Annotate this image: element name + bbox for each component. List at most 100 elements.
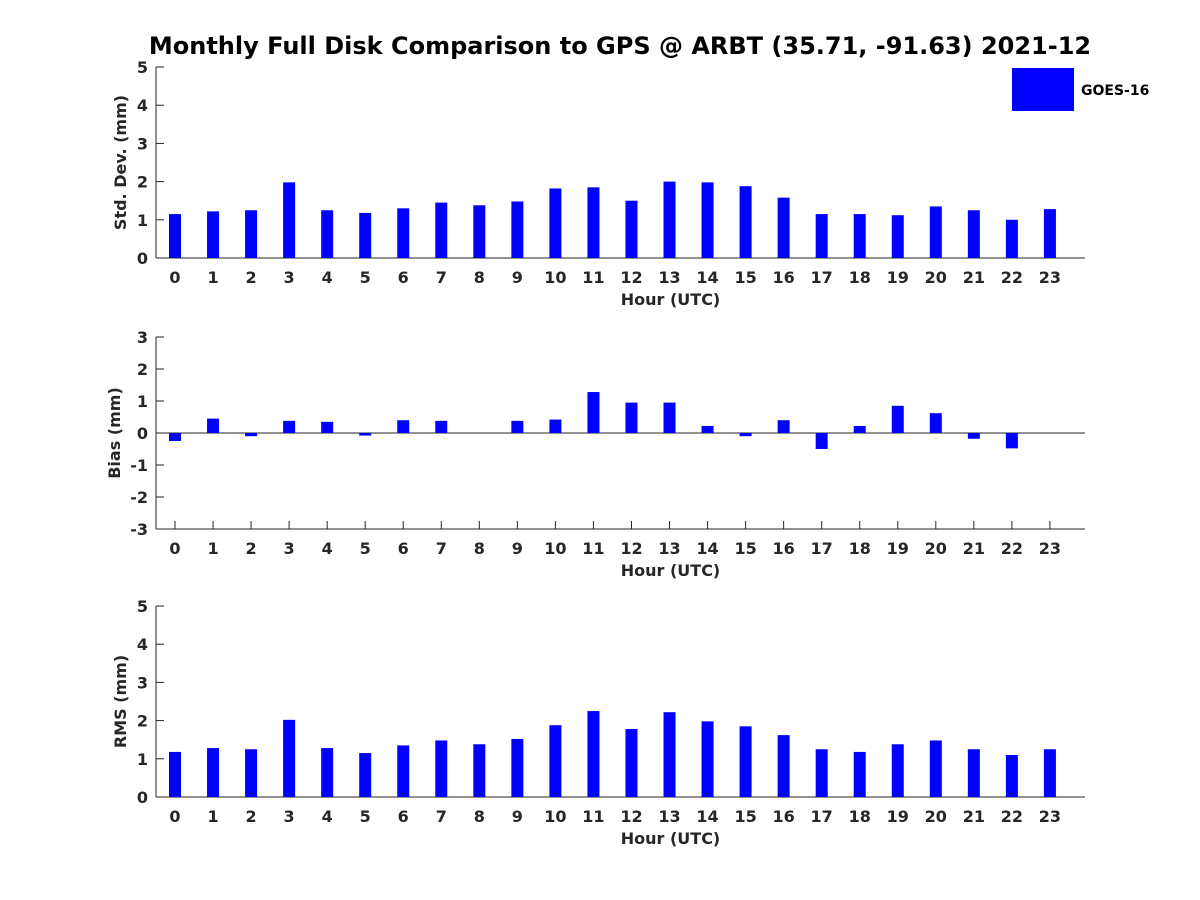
- x-tick-label: 11: [582, 268, 604, 287]
- bar: [169, 214, 181, 258]
- bar: [701, 425, 714, 433]
- x-tick-label: 12: [620, 807, 642, 826]
- bar: [663, 181, 676, 258]
- x-tick-label: 2: [246, 807, 257, 826]
- x-tick-label: 0: [169, 539, 180, 558]
- y-tick-label: 2: [137, 173, 148, 192]
- y-tick-label: -1: [130, 456, 148, 475]
- x-tick-label: 7: [436, 268, 447, 287]
- x-tick-label: 19: [887, 539, 909, 558]
- bar: [815, 433, 828, 449]
- x-tick-label: 9: [512, 539, 523, 558]
- x-tick-label: 6: [398, 539, 409, 558]
- bar: [891, 215, 904, 258]
- bar: [1005, 754, 1018, 797]
- bar: [929, 740, 942, 797]
- bar: [207, 748, 220, 797]
- bar: [207, 418, 220, 433]
- y-tick-label: -3: [130, 520, 148, 539]
- x-tick-label: 16: [773, 539, 795, 558]
- y-tick-label: -2: [130, 488, 148, 507]
- x-tick-label: 23: [1039, 268, 1061, 287]
- x-tick-label: 13: [658, 539, 680, 558]
- bar: [891, 405, 904, 433]
- y-tick-label: 3: [137, 134, 148, 153]
- y-tick-label: 0: [137, 424, 148, 443]
- bar: [511, 738, 524, 797]
- chart-title: Monthly Full Disk Comparison to GPS @ AR…: [149, 32, 1091, 60]
- x-tick-label: 2: [246, 268, 257, 287]
- bar: [397, 208, 410, 258]
- x-tick-label: 23: [1039, 539, 1061, 558]
- y-tick-label: 5: [137, 58, 148, 77]
- bar: [549, 188, 562, 258]
- bar: [701, 721, 714, 797]
- bar: [1005, 219, 1018, 258]
- x-tick-label: 22: [1001, 268, 1023, 287]
- bar: [967, 433, 980, 439]
- x-tick-label: 10: [544, 268, 566, 287]
- bar: [321, 421, 334, 433]
- x-tick-label: 11: [582, 539, 604, 558]
- x-tick-label: 12: [620, 268, 642, 287]
- bar: [511, 201, 524, 258]
- bar: [283, 420, 296, 433]
- bar: [549, 419, 562, 433]
- bar: [207, 211, 220, 258]
- x-tick-label: 19: [887, 807, 909, 826]
- x-tick-label: 17: [811, 268, 833, 287]
- x-axis-label: Hour (UTC): [621, 829, 721, 848]
- x-tick-label: 1: [207, 539, 218, 558]
- x-tick-label: 21: [963, 539, 985, 558]
- bar: [169, 751, 181, 797]
- x-tick-label: 22: [1001, 539, 1023, 558]
- x-tick-label: 15: [734, 807, 756, 826]
- x-tick-label: 10: [544, 807, 566, 826]
- bar: [929, 206, 942, 258]
- bar: [853, 214, 866, 258]
- x-tick-label: 8: [474, 539, 485, 558]
- x-axis-label: Hour (UTC): [621, 561, 721, 580]
- bar: [1043, 209, 1056, 258]
- x-tick-label: 3: [284, 268, 295, 287]
- x-tick-label: 18: [849, 807, 871, 826]
- x-tick-label: 20: [925, 539, 947, 558]
- bar: [739, 186, 752, 258]
- x-tick-label: 3: [284, 539, 295, 558]
- bar: [283, 182, 296, 258]
- x-tick-label: 13: [658, 807, 680, 826]
- bar: [245, 749, 258, 797]
- bar: [1005, 433, 1018, 449]
- x-axis-label: Hour (UTC): [621, 290, 721, 309]
- x-tick-label: 8: [474, 807, 485, 826]
- x-tick-label: 2: [246, 539, 257, 558]
- x-tick-label: 17: [811, 539, 833, 558]
- bar: [435, 202, 448, 258]
- bar: [853, 751, 866, 797]
- bar: [777, 735, 790, 797]
- bar: [587, 392, 600, 433]
- bar: [815, 749, 828, 797]
- y-axis-label: Bias (mm): [105, 387, 124, 479]
- y-tick-label: 1: [137, 211, 148, 230]
- y-tick-label: 2: [137, 712, 148, 731]
- x-tick-label: 23: [1039, 807, 1061, 826]
- x-tick-label: 16: [773, 807, 795, 826]
- bar: [435, 420, 448, 433]
- bar: [359, 753, 372, 797]
- y-tick-label: 4: [137, 635, 148, 654]
- bar: [473, 744, 486, 797]
- x-tick-label: 17: [811, 807, 833, 826]
- bar: [359, 212, 372, 258]
- bar: [511, 420, 524, 433]
- legend: GOES-16: [1012, 68, 1149, 111]
- bar: [321, 748, 334, 797]
- x-tick-label: 14: [696, 807, 718, 826]
- x-tick-label: 3: [284, 807, 295, 826]
- bar: [891, 744, 904, 797]
- x-tick-label: 19: [887, 268, 909, 287]
- bar: [321, 210, 334, 258]
- x-tick-label: 5: [360, 807, 371, 826]
